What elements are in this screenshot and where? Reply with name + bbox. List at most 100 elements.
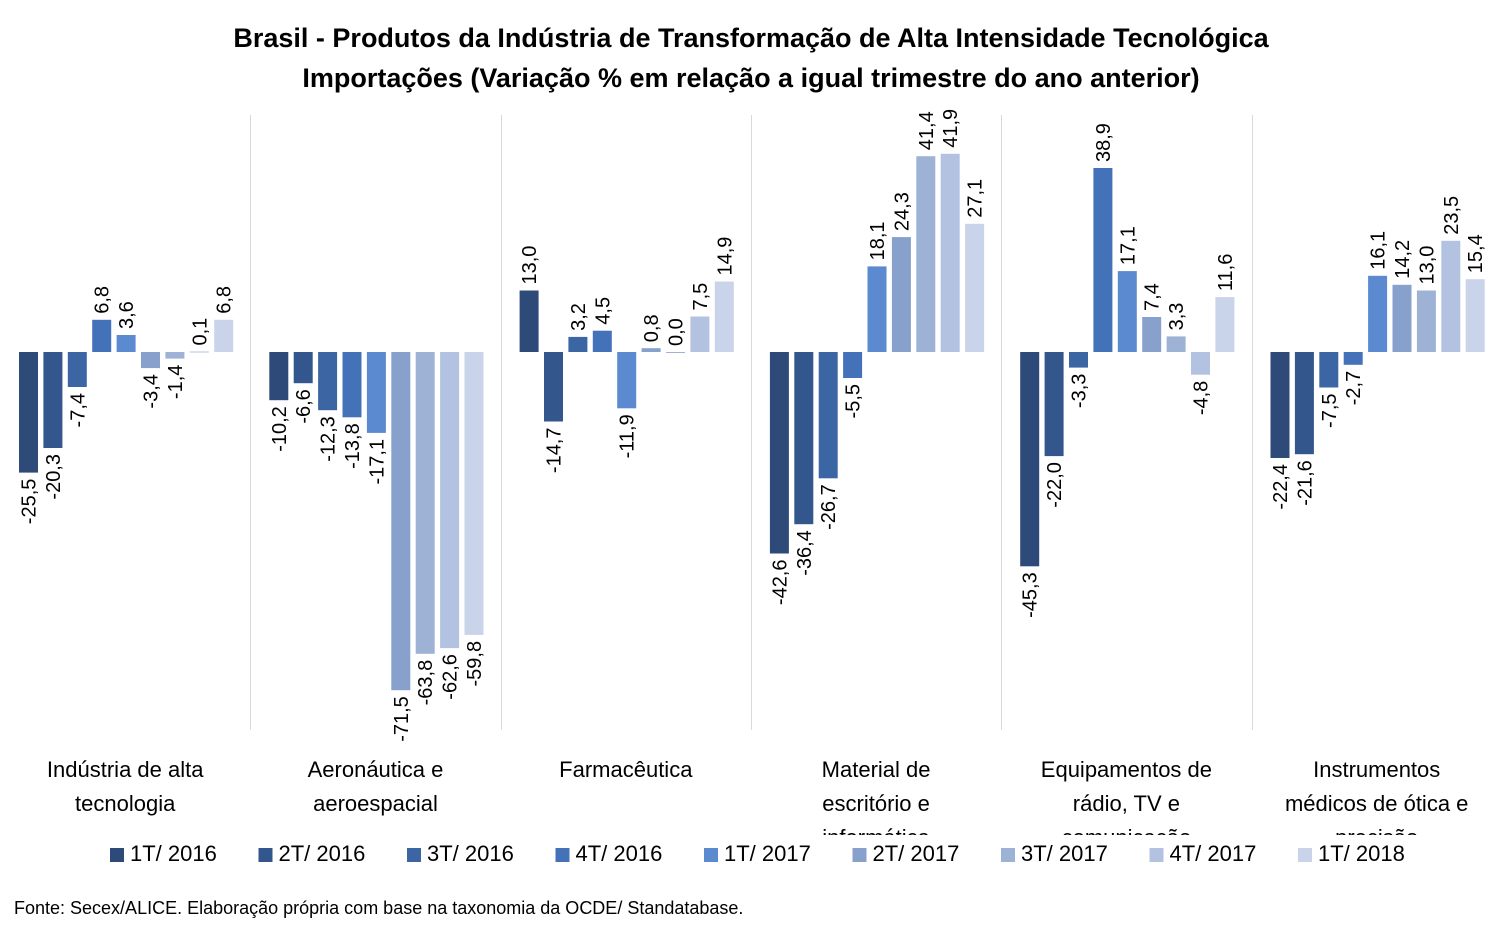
data-label: -63,8: [415, 660, 437, 706]
category-label: Equipamentos de: [1041, 757, 1212, 782]
legend-swatch: [258, 848, 273, 862]
bar: [1368, 275, 1388, 352]
data-label: -71,5: [391, 696, 413, 742]
bar: [189, 351, 209, 353]
data-label: 18,1: [867, 221, 889, 260]
data-label: -7,4: [67, 393, 89, 427]
data-label: -14,7: [544, 428, 566, 474]
bar: [940, 153, 960, 352]
data-label: -7,5: [1319, 394, 1341, 428]
category-label: Instrumentos: [1313, 757, 1440, 782]
bar: [891, 237, 911, 352]
bar: [1416, 290, 1436, 352]
bar: [965, 223, 985, 352]
bar: [1069, 352, 1088, 368]
bar: [391, 352, 411, 691]
bar: [1117, 271, 1137, 352]
bar: [617, 352, 637, 409]
data-label: -17,1: [366, 439, 388, 485]
category-label: Farmacêutica: [559, 757, 693, 782]
bar: [440, 352, 460, 649]
bar: [67, 352, 87, 387]
data-label: 6,8: [92, 286, 114, 314]
bar: [1044, 352, 1064, 457]
data-label: -1,4: [165, 365, 187, 399]
bar: [867, 266, 887, 352]
data-label: -2,7: [1343, 371, 1365, 405]
data-label: -21,6: [1294, 460, 1316, 506]
data-label: -11,9: [617, 414, 639, 458]
data-label: 0,0: [666, 318, 688, 346]
bar: [1392, 284, 1412, 352]
bar: [269, 352, 289, 401]
data-label: -59,8: [464, 641, 486, 687]
data-label: 3,2: [568, 303, 590, 331]
data-label: 38,9: [1093, 123, 1115, 162]
data-label: 13,0: [1416, 246, 1438, 285]
plot-area: Indústria de alta tecnologia Aeronáutica e…: [19, 109, 1488, 850]
source-note: Fonte: Secex/ALICE. Elaboração própria c…: [14, 898, 743, 918]
bar: [1441, 240, 1461, 352]
legend-swatch: [407, 848, 421, 862]
legend-label: 1T/ 2017: [724, 841, 811, 866]
bar: [366, 352, 386, 433]
data-label: -20,3: [43, 454, 65, 500]
legend-label: 1T/ 2016: [130, 841, 217, 866]
category-label: aeroespacial: [313, 791, 438, 816]
data-label: -5,5: [843, 384, 865, 418]
legend-label: 3T/ 2017: [1021, 841, 1108, 866]
chart-subtitle: Importações (Variação % em relação a igu…: [302, 63, 1199, 93]
bar: [92, 319, 112, 352]
bar: [714, 281, 734, 352]
legend-swatch: [704, 848, 718, 862]
data-label: -6,6: [293, 389, 315, 423]
data-label: -10,2: [269, 406, 291, 452]
legend-swatch: [1001, 848, 1015, 862]
data-label: 4,5: [592, 297, 614, 325]
category-label: Aeronáutica e: [308, 757, 444, 782]
bar: [318, 352, 338, 411]
category-label: escritório e: [822, 791, 930, 816]
bar: [544, 352, 563, 422]
bar: [818, 352, 838, 479]
bar: [19, 352, 38, 473]
data-label: 41,4: [916, 111, 938, 150]
data-label: 3,3: [1166, 303, 1188, 331]
data-label: 27,1: [965, 179, 987, 218]
bar: [1465, 279, 1485, 352]
bar: [1142, 317, 1162, 352]
data-label: 0,8: [641, 314, 663, 342]
bar: [1294, 352, 1314, 455]
data-label: -3,4: [141, 374, 163, 408]
data-label: -26,7: [818, 484, 840, 530]
legend-label: 4T/ 2017: [1170, 841, 1257, 866]
legend-swatch: [852, 848, 867, 862]
data-label: -22,0: [1044, 462, 1066, 508]
bar: [641, 348, 661, 352]
bar: [519, 290, 539, 352]
category-label: médicos de ótica e: [1285, 791, 1468, 816]
bar: [592, 330, 612, 352]
legend-swatch: [1149, 848, 1164, 862]
bar: [666, 352, 685, 353]
data-label: -3,3: [1069, 374, 1091, 408]
data-label: -62,6: [440, 654, 462, 700]
data-label: 7,4: [1142, 283, 1164, 311]
data-label: -42,6: [769, 560, 791, 606]
data-label: 17,1: [1117, 226, 1139, 265]
category-label: rádio, TV e: [1073, 791, 1180, 816]
bar: [794, 352, 814, 525]
data-label: 15,4: [1465, 234, 1487, 273]
legend-label: 1T/ 2018: [1318, 841, 1405, 866]
category-label: precisão: [1335, 825, 1418, 850]
data-label: 13,0: [519, 246, 541, 285]
legend-label: 4T/ 2016: [576, 841, 663, 866]
legend-swatch: [1298, 848, 1312, 862]
bar: [843, 352, 863, 378]
category-label: comunicação: [1062, 825, 1192, 850]
data-label: 11,6: [1215, 254, 1237, 291]
bar: [690, 316, 710, 352]
category-label: Material de: [822, 757, 931, 782]
data-label: -13,8: [342, 423, 364, 469]
